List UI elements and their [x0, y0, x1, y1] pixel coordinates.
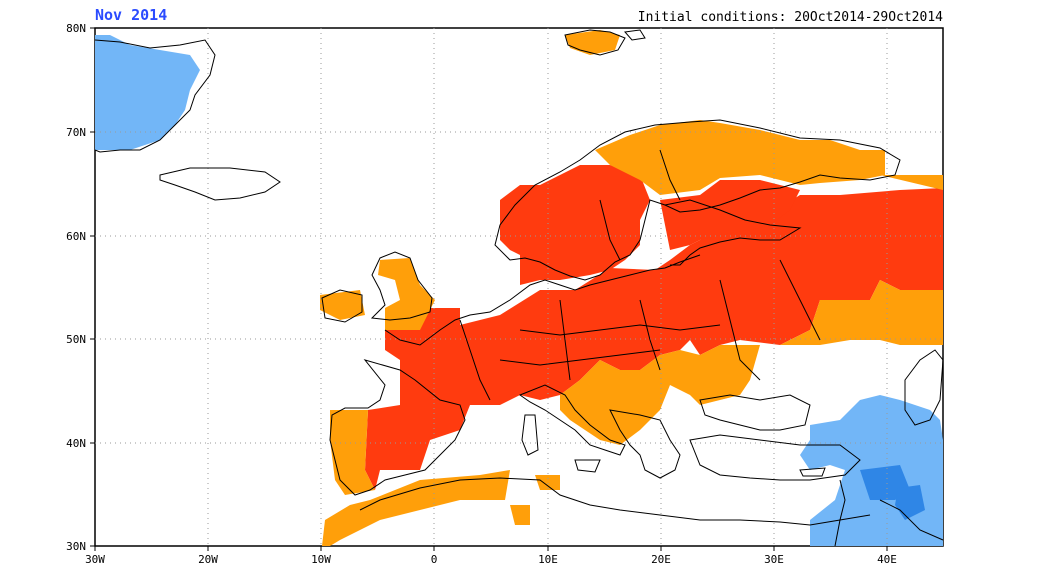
y-tick-label: 40N [66, 437, 86, 450]
y-tick-label: 70N [66, 126, 86, 139]
cold-anomaly-areas [95, 35, 943, 546]
x-tick-label: 20W [198, 553, 218, 566]
x-tick-label: 30W [85, 553, 105, 566]
y-tick-label: 80N [66, 22, 86, 35]
coastlines [94, 29, 944, 547]
x-tick-label: 10W [311, 553, 331, 566]
x-tick-label: 10E [538, 553, 558, 566]
x-tick-label: 40E [877, 553, 897, 566]
x-tick-label: 30E [764, 553, 784, 566]
y-tick-label: 60N [66, 230, 86, 243]
x-tick-label: 0 [431, 553, 438, 566]
forecast-month-title: Nov 2014 [95, 6, 168, 24]
axis-ticks [90, 27, 888, 551]
x-tick-label: 20E [651, 553, 671, 566]
y-tick-label: 30N [66, 540, 86, 553]
warm-strong-anomaly-areas [365, 165, 943, 490]
warm-anomaly-areas [320, 30, 943, 546]
y-tick-label: 50N [66, 333, 86, 346]
initial-conditions-label: Initial conditions: 20Oct2014-29Oct2014 [637, 10, 943, 25]
